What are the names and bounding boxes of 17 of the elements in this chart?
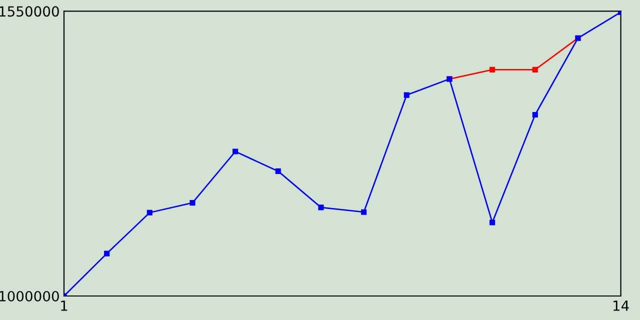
point: [490, 66, 496, 72]
point: [146, 210, 152, 216]
point: [275, 168, 281, 174]
point: [361, 209, 367, 215]
x-tick-label: 1: [61, 300, 68, 311]
x-tick-label: 14: [613, 300, 629, 311]
y-tick-label: 1550000: [0, 6, 59, 17]
point: [404, 92, 410, 98]
point: [490, 220, 496, 226]
point: [532, 66, 538, 72]
point: [104, 250, 110, 256]
line-series: [64, 11, 621, 296]
point: [190, 200, 196, 206]
point: [532, 112, 538, 118]
point: [318, 204, 324, 210]
y-tick-label: 1000000: [0, 290, 59, 302]
point: [232, 148, 238, 154]
